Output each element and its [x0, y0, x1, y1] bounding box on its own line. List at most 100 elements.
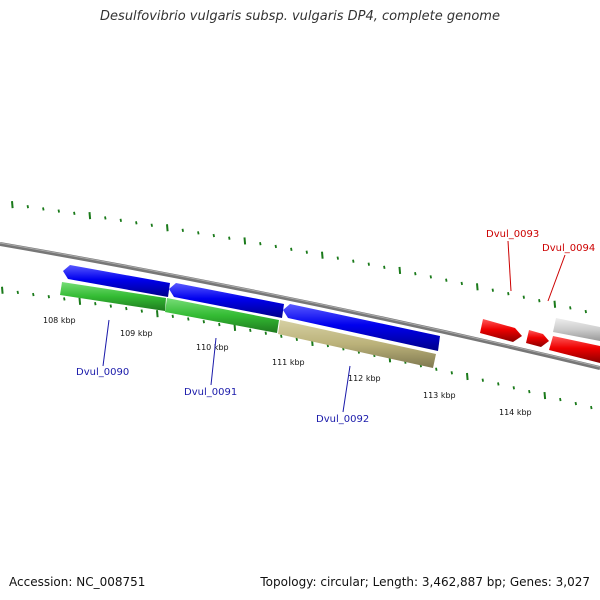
- minor-tick: [305, 250, 308, 254]
- inner-tick-row: [1, 286, 593, 410]
- minor-tick: [497, 382, 500, 386]
- minor-tick: [259, 241, 262, 246]
- minor-tick: [522, 295, 525, 299]
- minor-tick: [512, 386, 515, 390]
- tick-label: 109 kbp: [120, 329, 153, 338]
- minor-tick: [187, 317, 190, 321]
- minor-tick: [212, 233, 215, 238]
- minor-tick: [197, 231, 200, 235]
- minor-tick: [450, 371, 453, 375]
- gene-arrow-red: [480, 319, 522, 342]
- minor-tick: [336, 256, 339, 260]
- tick-label: 111 kbp: [272, 358, 305, 367]
- map-title: Desulfovibrio vulgaris subsp. vulgaris D…: [100, 9, 500, 24]
- major-tick: [243, 237, 247, 245]
- minor-tick: [150, 223, 153, 227]
- minor-tick: [181, 228, 184, 232]
- minor-tick: [274, 244, 277, 249]
- minor-tick: [352, 259, 355, 263]
- tick-label: 110 kbp: [196, 343, 229, 352]
- minor-tick: [414, 271, 417, 276]
- minor-tick: [140, 309, 143, 313]
- minor-tick: [57, 209, 60, 213]
- minor-tick: [218, 322, 221, 327]
- minor-tick: [295, 337, 298, 341]
- minor-tick: [290, 247, 293, 252]
- genome-info-text: Topology: circular; Length: 3,462,887 bp…: [260, 575, 590, 589]
- tick-label: 114 kbp: [499, 408, 532, 417]
- minor-tick: [171, 314, 174, 318]
- forward-strand-genes: [480, 318, 600, 363]
- minor-tick: [125, 306, 128, 311]
- gene-label-dvul-0093[interactable]: Dvul_0093: [486, 229, 539, 240]
- minor-tick: [249, 328, 252, 332]
- minor-tick: [73, 211, 76, 216]
- major-tick: [321, 251, 324, 259]
- outer-tick-row: [11, 201, 587, 314]
- minor-tick: [119, 218, 122, 223]
- minor-tick: [383, 265, 386, 269]
- minor-tick: [559, 397, 562, 402]
- gene-arrow-blue: [283, 304, 440, 351]
- minor-tick: [202, 320, 205, 324]
- tick-label: 113 kbp: [423, 391, 456, 400]
- minor-tick: [507, 291, 510, 296]
- gene-label-dvul-0090[interactable]: Dvul_0090: [76, 367, 129, 378]
- major-tick: [553, 300, 557, 308]
- minor-tick: [569, 306, 572, 310]
- minor-tick: [42, 207, 45, 211]
- reverse-strand-genes: [63, 265, 440, 351]
- minor-tick: [481, 378, 484, 382]
- feature-olive: [278, 320, 436, 368]
- gene-label-dvul-0094[interactable]: Dvul_0094: [542, 243, 595, 254]
- major-tick: [543, 391, 547, 400]
- minor-tick: [94, 301, 97, 306]
- minor-tick: [528, 389, 531, 394]
- gene-arrow-blue: [63, 265, 170, 297]
- minor-tick: [32, 292, 35, 297]
- gene-label-dvul-0091[interactable]: Dvul_0091: [184, 387, 237, 398]
- inner-features: [60, 282, 436, 368]
- minor-tick: [63, 297, 66, 301]
- gene-labels: Dvul_0090 Dvul_0091 Dvul_0092 Dvul_0093 …: [76, 229, 595, 425]
- minor-tick: [104, 216, 107, 220]
- major-tick: [166, 224, 169, 232]
- gene-arrow-red: [549, 336, 600, 363]
- gene-arrow-red: [526, 330, 549, 347]
- feature-green: [165, 298, 279, 333]
- major-tick: [156, 310, 159, 318]
- minor-tick: [590, 405, 593, 410]
- major-tick: [398, 266, 402, 275]
- minor-tick: [16, 290, 19, 295]
- gene-arrow-blue: [169, 283, 284, 318]
- minor-tick: [228, 236, 231, 240]
- tick-label: 108 kbp: [43, 316, 76, 325]
- minor-tick: [264, 331, 267, 335]
- minor-tick: [280, 334, 283, 338]
- major-tick: [1, 286, 4, 294]
- major-tick: [11, 201, 14, 209]
- minor-tick: [367, 262, 370, 266]
- minor-tick: [429, 275, 432, 279]
- feature-grey: [553, 318, 600, 341]
- gene-label-dvul-0092[interactable]: Dvul_0092: [316, 414, 369, 425]
- major-tick: [78, 297, 82, 305]
- minor-tick: [109, 304, 112, 308]
- major-tick: [476, 283, 479, 291]
- minor-tick: [574, 401, 577, 406]
- feature-green: [60, 282, 166, 311]
- backbone-line: [0, 242, 600, 370]
- major-tick: [466, 372, 469, 381]
- minor-tick: [47, 295, 50, 299]
- minor-tick: [445, 278, 448, 282]
- minor-tick: [435, 367, 438, 371]
- major-tick: [88, 212, 92, 220]
- leader-lines: [102, 240, 566, 413]
- tick-label: 112 kbp: [348, 374, 381, 383]
- tick-labels: 108 kbp 109 kbp 110 kbp 111 kbp 112 kbp …: [43, 316, 532, 417]
- minor-tick: [135, 221, 138, 225]
- minor-tick: [538, 299, 541, 303]
- minor-tick: [460, 281, 463, 286]
- accession-text: Accession: NC_008751: [9, 575, 146, 589]
